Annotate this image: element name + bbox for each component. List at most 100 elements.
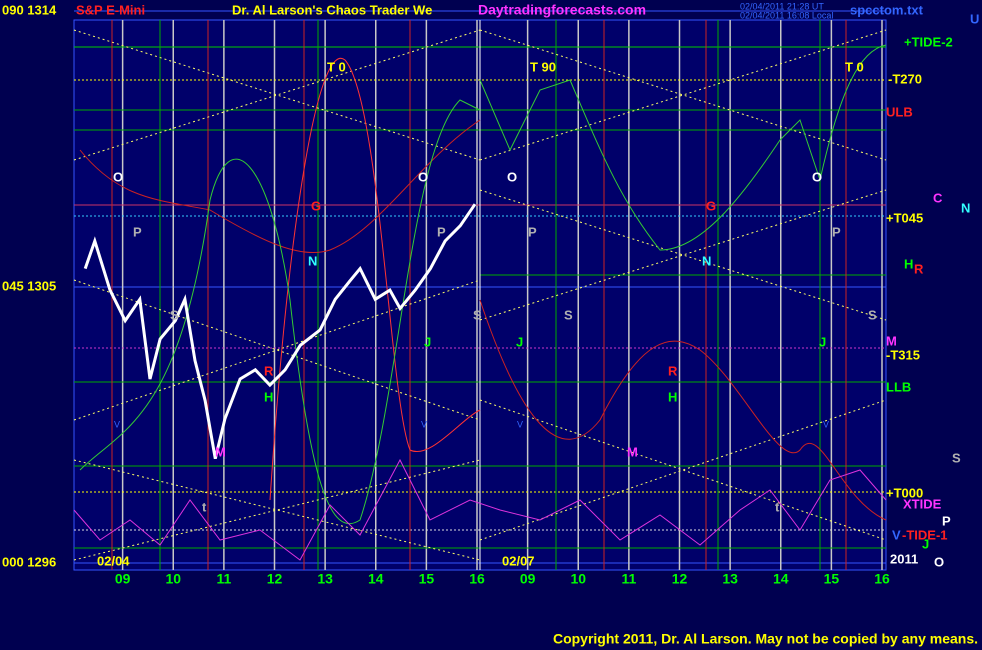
x-tick-label: 10 [165, 571, 181, 587]
right-label: +TIDE-2 [904, 34, 953, 49]
marker: N [702, 253, 711, 268]
indicator-curves [73, 44, 887, 561]
marker: O [418, 169, 428, 184]
marker: J [819, 334, 826, 349]
right-label: -T315 [886, 347, 920, 362]
x-tick-label: 16 [469, 571, 485, 587]
y-tick-label: 000 1296 [2, 554, 56, 569]
marker: V [823, 419, 829, 429]
curve [269, 57, 481, 501]
diagonal [73, 279, 481, 421]
y-tick-label: 045 1305 [2, 278, 56, 293]
right-label: H [904, 256, 913, 271]
x-tick-label: 14 [773, 571, 789, 587]
grid [74, 10, 886, 570]
right-label: ULB [886, 104, 913, 119]
timestamp: 02/04/2011 16:08 Local [740, 10, 833, 20]
curve [479, 299, 887, 521]
marker: M [627, 444, 638, 459]
diagonal [73, 29, 481, 161]
instrument: S&P E-Mini [76, 2, 145, 17]
marker: H [668, 389, 677, 404]
marker: N [308, 253, 317, 268]
x-tick-label: 11 [216, 571, 231, 587]
right-label: S [952, 450, 961, 465]
right-label: R [914, 261, 924, 276]
curve [479, 44, 887, 251]
marker: S [868, 307, 877, 322]
right-label: -TIDE-1 [902, 527, 948, 542]
diagonal [479, 189, 887, 321]
right-label: +T000 [886, 485, 923, 500]
x-tick-label: 13 [722, 571, 738, 587]
diagonal [479, 29, 887, 161]
marker: H [264, 389, 273, 404]
right-label: M [886, 333, 897, 348]
right-label: J [922, 536, 929, 551]
marker: V [114, 419, 120, 429]
x-tick-label: 16 [874, 571, 890, 587]
x-tick-label: 11 [621, 571, 636, 587]
right-label: O [934, 554, 944, 569]
marker: T 90 [530, 59, 556, 74]
x-tick-label: 10 [570, 571, 586, 587]
marker: G [311, 198, 321, 213]
markers: T 0 T 90 T 0 O O O O P P P P G G N N S S… [113, 59, 877, 514]
marker: V [421, 419, 427, 429]
right-label: +T045 [886, 210, 923, 225]
marker: S [564, 307, 573, 322]
marker: P [437, 224, 446, 239]
marker: P [832, 224, 841, 239]
marker: t [202, 499, 207, 514]
right-label: XTIDE [903, 496, 942, 511]
right-label: P [942, 513, 951, 528]
x-tick-label: 12 [267, 571, 283, 587]
right-label: -T270 [888, 71, 922, 86]
diagonal [479, 399, 887, 541]
marker: G [706, 198, 716, 213]
right-label: LLB [886, 379, 911, 394]
diagonal [479, 189, 887, 321]
file-name: spcctom.txt [850, 2, 924, 17]
marker: t [775, 499, 780, 514]
right-label: U [970, 11, 979, 26]
date-label: 02/07 [502, 553, 535, 568]
x-tick-label: 15 [824, 571, 840, 587]
marker: O [113, 169, 123, 184]
marker: O [812, 169, 822, 184]
oscillator [73, 458, 887, 561]
marker: J [424, 334, 431, 349]
right-label: N [961, 200, 970, 215]
marker: V [517, 419, 523, 429]
price [83, 203, 477, 460]
diagonal [479, 29, 887, 161]
y-tick-label: 090 1314 [2, 2, 57, 17]
x-tick-label: 15 [419, 571, 435, 587]
chart-title: Dr. Al Larson's Chaos Trader We [232, 2, 432, 17]
marker: P [528, 224, 537, 239]
marker: M [215, 444, 226, 459]
marker: T 0 [845, 59, 864, 74]
marker: R [668, 363, 678, 378]
price-line [83, 203, 477, 460]
copyright: Copyright 2011, Dr. Al Larson. May not b… [553, 631, 978, 647]
x-tick-label: 09 [115, 571, 131, 587]
marker: S [473, 307, 482, 322]
date-label: 2011 [890, 551, 918, 566]
timestamp: 02/04/2011 21:28 UT [740, 1, 824, 11]
x-tick-label: 13 [317, 571, 333, 587]
marker: S [170, 307, 179, 322]
marker: R [264, 363, 274, 378]
marker: P [133, 224, 142, 239]
x-tick-label: 09 [520, 571, 536, 587]
diagonal [73, 29, 481, 161]
x-tick-label: 14 [368, 571, 384, 587]
marker: J [516, 334, 523, 349]
date-label: 02/04 [97, 553, 130, 568]
curve [79, 119, 481, 254]
cycle-verticals [111, 20, 847, 570]
site: Daytradingforecasts.com [478, 2, 646, 18]
marker: O [507, 169, 517, 184]
marker: T 0 [327, 59, 346, 74]
